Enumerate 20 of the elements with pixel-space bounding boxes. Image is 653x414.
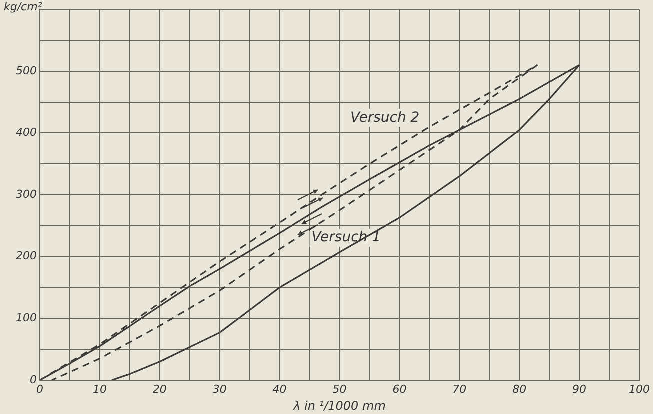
annotation: Versuch 1	[312, 230, 382, 246]
x-tick-label: 50	[332, 382, 347, 396]
y-tick-label: 400	[16, 126, 37, 140]
x-tick-label: 20	[152, 382, 167, 396]
x-tick-label: 90	[572, 382, 587, 396]
y-tick-label: 300	[16, 188, 37, 201]
annotation: Versuch 2	[350, 110, 420, 126]
y-tick-label: 200	[16, 250, 37, 263]
x-axis-title: λ in ¹/1000 mm	[292, 398, 386, 413]
x-tick-label: 100	[629, 382, 650, 396]
x-tick-label: 80	[512, 382, 527, 396]
x-tick-label: 30	[212, 382, 227, 396]
x-tick-label: 60	[392, 382, 407, 396]
x-tick-label: 10	[92, 382, 107, 396]
y-axis-title: kg/cm²	[4, 0, 43, 14]
y-tick-label: 100	[16, 311, 37, 324]
x-tick-label: 70	[452, 382, 467, 396]
x-tick-label: 40	[272, 382, 287, 396]
y-tick-label: 0	[30, 373, 37, 386]
y-tick-label: 500	[16, 64, 37, 78]
